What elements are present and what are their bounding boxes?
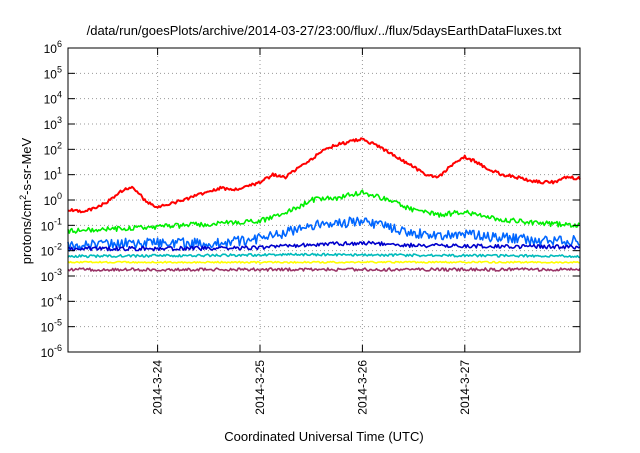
y-axis-label-rest: -s-sr-MeV — [19, 137, 34, 194]
x-tick-label: 2014-3-24 — [151, 360, 165, 415]
y-tick-label: 10-1 — [41, 216, 62, 233]
chart-title: /data/run/goesPlots/archive/2014-03-27/2… — [87, 23, 562, 38]
series-line-1 — [67, 137, 581, 214]
series-line-4 — [67, 240, 581, 252]
series-line-7 — [67, 267, 581, 272]
series-line-5 — [67, 252, 580, 259]
y-axis-label: protons/cm2-s-sr-MeV — [18, 137, 34, 264]
x-tick-label: 2014-3-25 — [253, 360, 267, 415]
y-tick-label: 103 — [44, 115, 62, 132]
x-tick-label: 2014-3-27 — [458, 360, 472, 415]
x-axis-label: Coordinated Universal Time (UTC) — [224, 429, 423, 444]
y-axis-label-sup: 2 — [18, 195, 28, 200]
y-tick-label: 10-2 — [41, 242, 62, 259]
series-line-2 — [67, 189, 581, 234]
series-line-3 — [67, 216, 581, 252]
y-tick-label: 102 — [44, 140, 62, 157]
axes: 10-6 10-5 10-4 10-3 10-2 10-1 100 101 102 103 104 1… — [41, 39, 580, 415]
y-tick-label: 100 — [44, 191, 62, 208]
y-axis-label-main: protons/cm — [19, 200, 34, 264]
y-tick-label: 10-6 — [41, 343, 62, 360]
x-tick-label: 2014-3-26 — [355, 360, 369, 415]
y-tick-label: 10-4 — [41, 292, 62, 309]
series-lines — [67, 137, 581, 272]
series-line-6 — [67, 260, 581, 264]
y-tick-label: 105 — [44, 64, 62, 81]
y-tick-label: 104 — [44, 90, 62, 107]
y-tick-label: 106 — [44, 39, 62, 56]
y-tick-label: 101 — [44, 166, 62, 183]
y-tick-label: 10-5 — [41, 318, 62, 335]
y-tick-label: 10-3 — [41, 267, 62, 284]
